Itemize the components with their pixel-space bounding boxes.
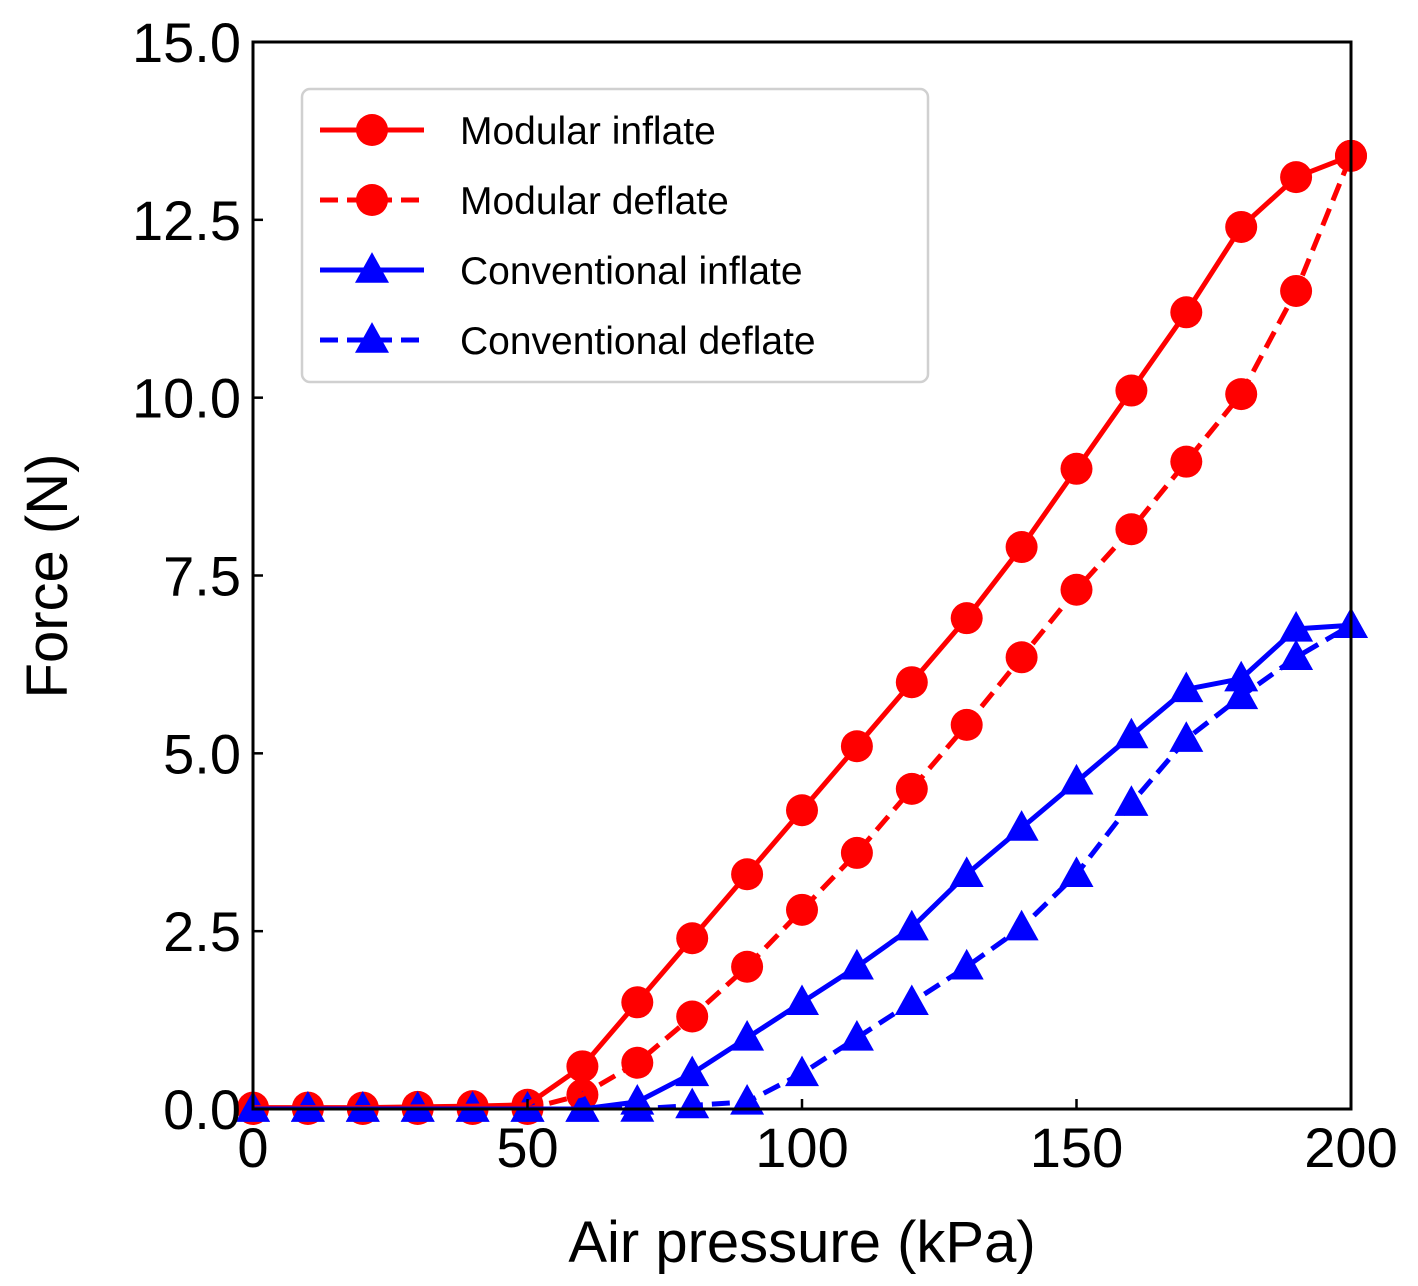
legend-label-3: Conventional deflate xyxy=(460,320,816,363)
legend-marker-0 xyxy=(356,114,388,146)
series-layer xyxy=(236,139,1368,1125)
legend-label-1: Modular deflate xyxy=(460,180,729,223)
legend-marker-2 xyxy=(355,252,389,283)
series-line-3 xyxy=(253,623,1351,1109)
series-3-point-6 xyxy=(565,1091,600,1122)
legend-label-2: Conventional inflate xyxy=(460,250,803,293)
y-tick-label-6: 15.0 xyxy=(132,11,241,74)
x-tick-label-0: 0 xyxy=(237,1116,268,1179)
y-axis-label: Force (N) xyxy=(15,454,80,699)
y-tick-label-4: 10.0 xyxy=(132,367,241,430)
x-tick-label-1: 50 xyxy=(496,1116,558,1179)
x-axis-label: Air pressure (kPa) xyxy=(568,1210,1035,1275)
x-tick-label-2: 100 xyxy=(755,1116,848,1179)
series-3-point-17 xyxy=(1169,721,1204,752)
ticks-layer: 0 50 100 150 200 0.0 2.5 5.0 7.5 10.0 12.5 15.0 xyxy=(132,11,1398,1179)
legend-box xyxy=(300,87,930,384)
legend-label-0: Modular inflate xyxy=(460,110,716,153)
y-tick-label-2: 5.0 xyxy=(163,722,241,785)
y-tick-label-5: 12.5 xyxy=(132,189,241,252)
x-tick-label-4: 200 xyxy=(1304,1116,1397,1179)
y-tick-label-1: 2.5 xyxy=(163,900,241,963)
legend-marker-3 xyxy=(355,322,389,353)
y-tick-label-3: 7.5 xyxy=(163,545,241,608)
series-line-2 xyxy=(253,622,1351,1109)
y-tick-label-0: 0.0 xyxy=(163,1078,241,1141)
legend-marker-1 xyxy=(356,184,388,216)
series-3-point-7 xyxy=(620,1091,655,1122)
legend: Modular inflate Modular deflate Convention… xyxy=(300,87,930,384)
series-3-point-8 xyxy=(675,1087,710,1119)
x-tick-label-3: 150 xyxy=(1030,1116,1123,1179)
